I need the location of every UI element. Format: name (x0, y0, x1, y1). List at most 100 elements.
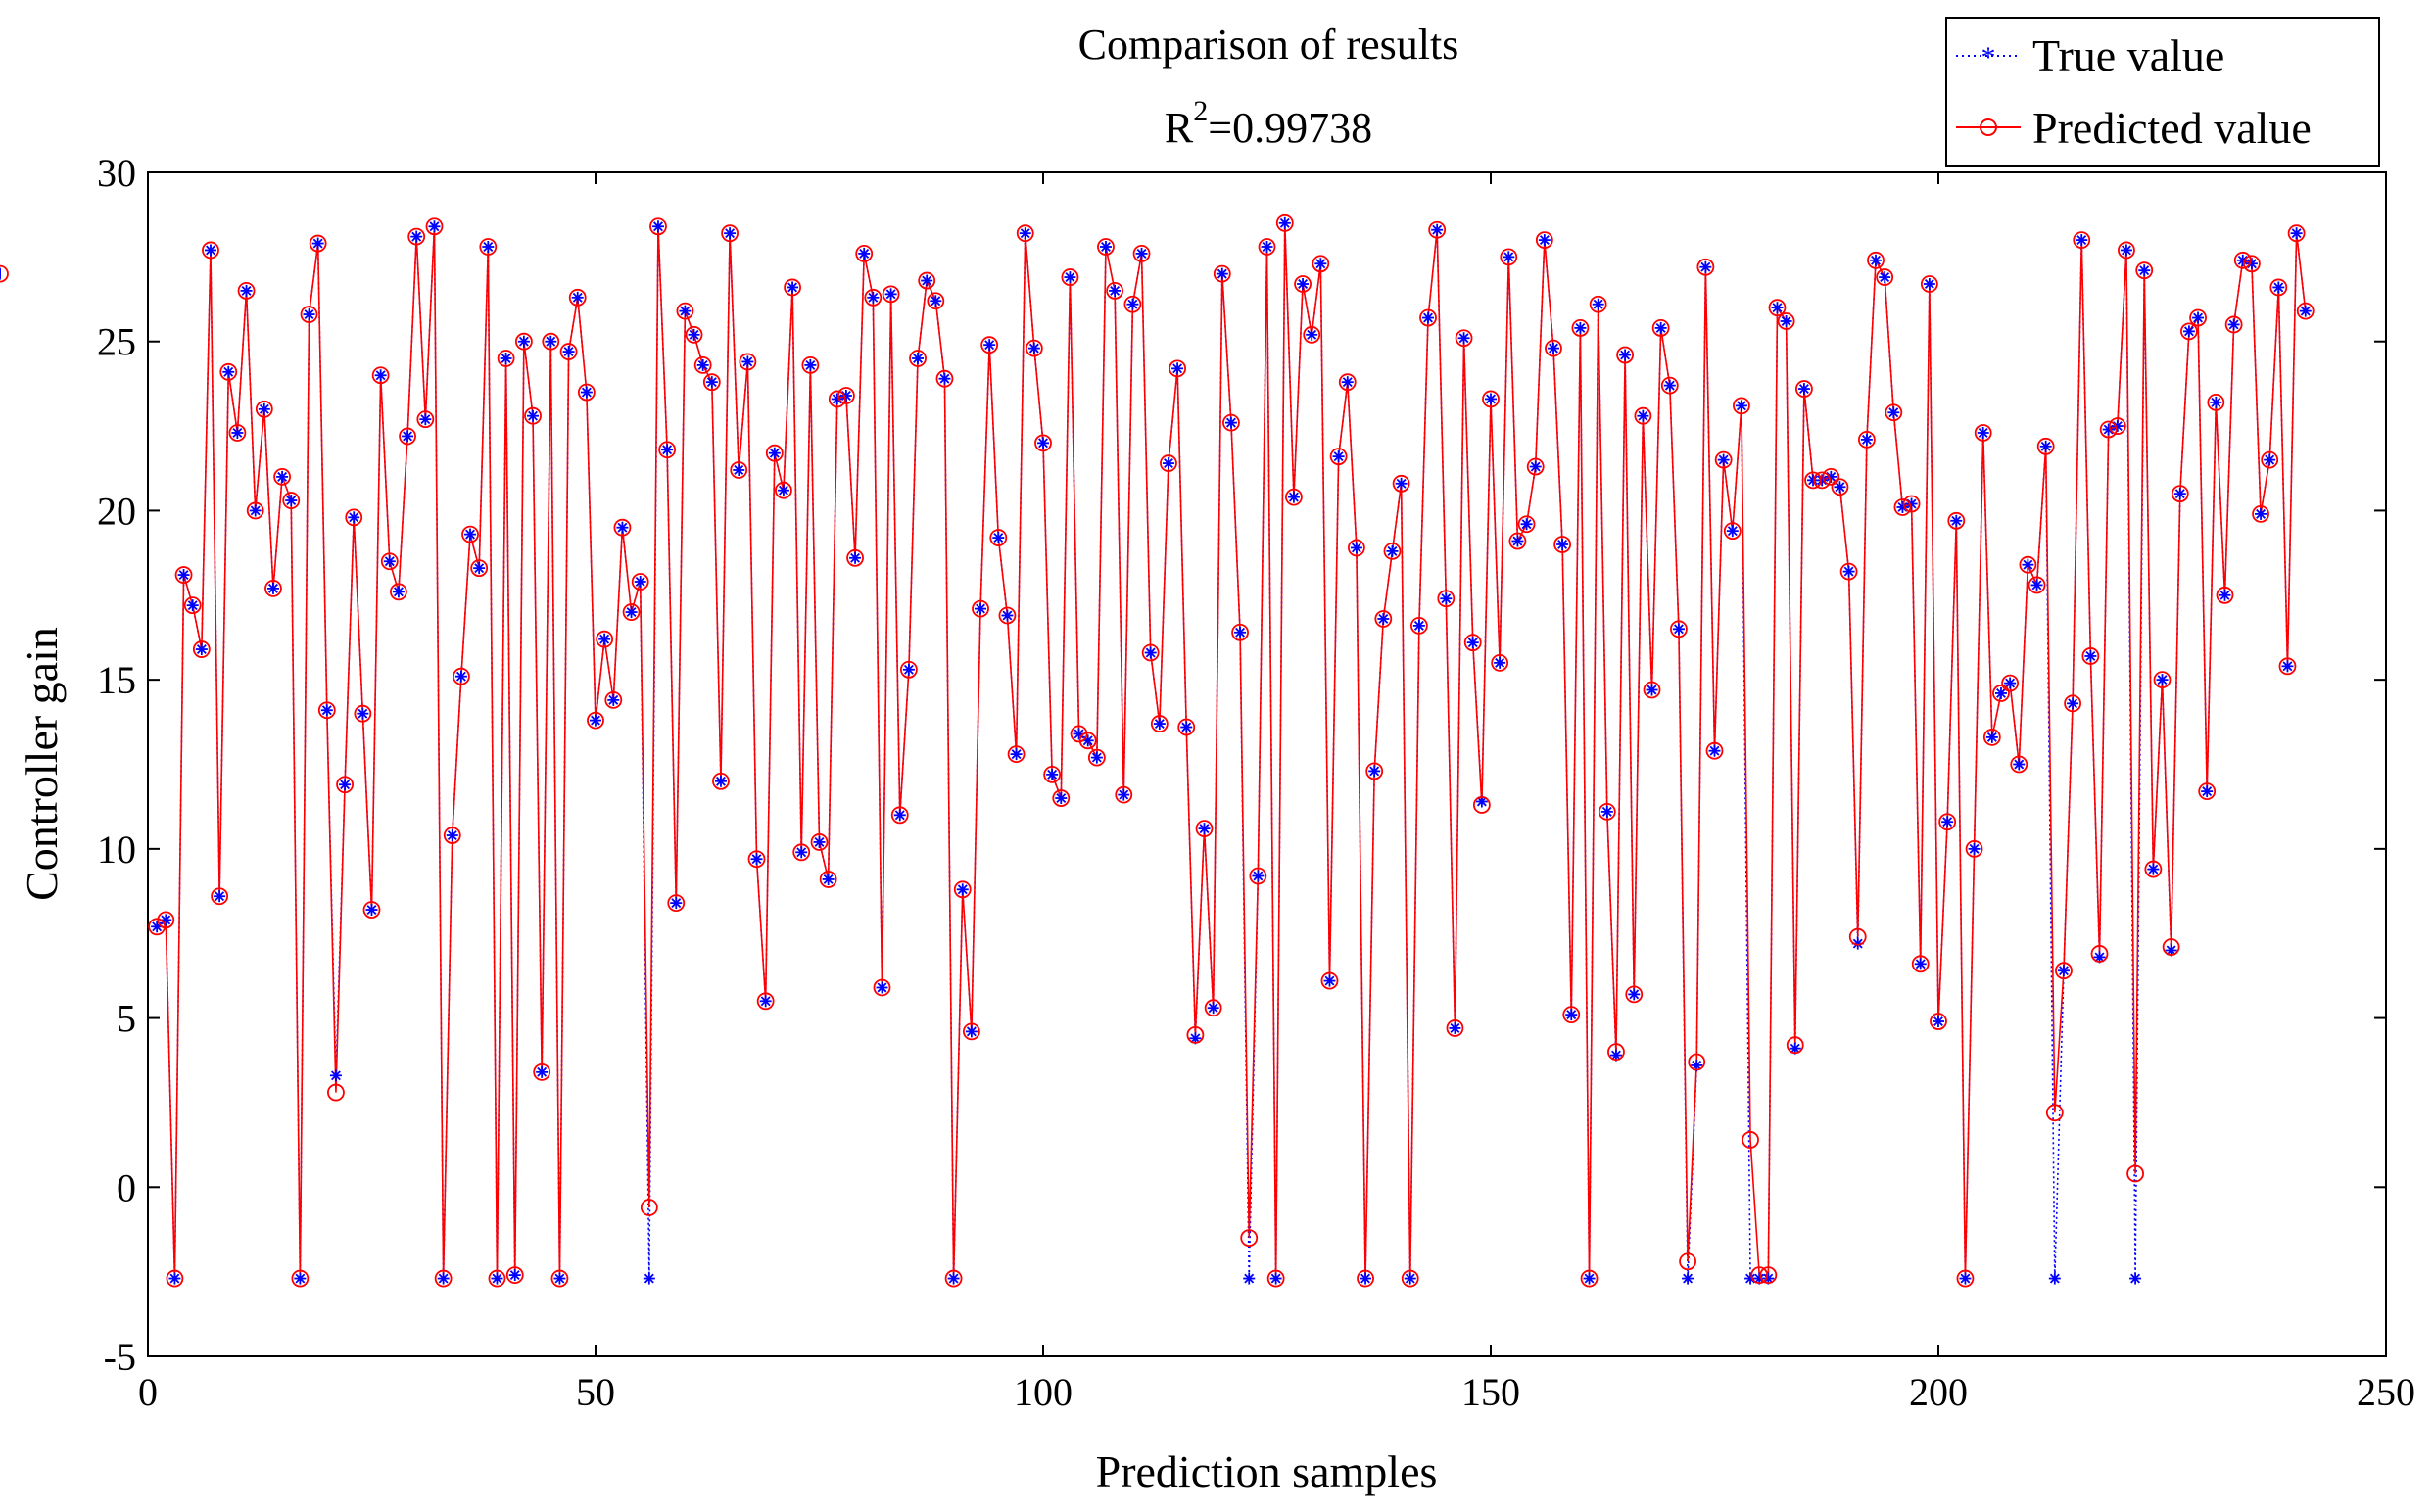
predicted-value-point (1714, 450, 1733, 469)
predicted-value-point (317, 701, 336, 720)
true-value-point (1691, 1059, 1703, 1071)
predicted-value-point (1294, 275, 1312, 293)
true-value-point (1529, 460, 1542, 473)
predicted-value-point (1696, 258, 1715, 276)
predicted-value-point (1848, 927, 1867, 946)
predicted-value-point (2135, 261, 2154, 280)
predicted-value-point (2126, 1164, 2144, 1183)
predicted-value-point (1106, 281, 1124, 300)
true-value-point (249, 504, 262, 517)
predicted-value-point (864, 288, 883, 307)
predicted-value-point (1303, 325, 1321, 344)
true-value-point (1090, 751, 1103, 764)
predicted-value-point (855, 244, 874, 262)
y-tick-label: 0 (117, 1165, 136, 1209)
true-value-point (1825, 470, 1837, 483)
predicted-value-point (1383, 542, 1402, 560)
true-value-point (1001, 609, 1014, 622)
predicted-value-point (380, 552, 399, 571)
predicted-value-point (1338, 373, 1357, 392)
y-tick-label: 30 (97, 151, 136, 195)
true-value-point (1449, 1021, 1461, 1034)
true-value-point (1503, 251, 1515, 263)
predicted-value-point (2287, 224, 2306, 243)
true-value-point (2290, 227, 2303, 240)
true-value-point (222, 365, 235, 378)
true-value-point (491, 1272, 503, 1285)
legend-true-label: True value (2032, 30, 2224, 80)
predicted-value-point (1831, 478, 1849, 496)
true-value-point (1306, 328, 1318, 341)
true-value-point (1404, 1272, 1416, 1285)
true-value-point (500, 352, 512, 364)
predicted-value-point (873, 978, 891, 997)
predicted-value-point (953, 880, 972, 899)
predicted-value-point (1195, 820, 1214, 838)
true-value-point (1538, 234, 1551, 247)
predicted-value-point (354, 704, 372, 723)
predicted-value-point (1258, 238, 1276, 256)
legend-entry-predicted-value: Predicted value (1956, 103, 2312, 153)
true-value-point (214, 890, 226, 903)
true-value-point (1708, 744, 1721, 757)
true-value-point (839, 389, 852, 402)
true-value-point (2210, 396, 2222, 408)
predicted-value-point (1097, 238, 1115, 256)
predicted-value-point (962, 1022, 980, 1041)
predicted-value-point (980, 336, 999, 354)
true-value-point (1780, 314, 1792, 327)
true-value-point (733, 463, 745, 476)
predicted-value-point (1679, 1252, 1696, 1271)
predicted-value-point (1428, 220, 1447, 239)
predicted-value-point (273, 467, 292, 486)
predicted-value-point (2099, 420, 2118, 439)
predicted-value-point (1275, 213, 1294, 232)
true-value-point (1243, 1272, 1256, 1285)
true-value-point (1126, 298, 1139, 310)
true-value-point (1574, 321, 1587, 334)
true-value-point (357, 707, 369, 720)
predicted-value-point (362, 901, 381, 919)
predicted-value-point (1589, 295, 1607, 313)
true-value-point (616, 521, 629, 534)
true-value-point (1395, 477, 1408, 490)
true-value-point (1968, 842, 1981, 855)
predicted-value-point (416, 410, 435, 429)
true-value-point (1592, 298, 1604, 310)
true-value-point (1600, 805, 1613, 818)
true-value-point (921, 274, 933, 287)
predicted-value-point (1222, 413, 1240, 432)
true-value-point (240, 284, 253, 297)
predicted-value-point (1150, 715, 1169, 732)
predicted-value-point (219, 362, 238, 381)
predicted-value-point (211, 887, 229, 906)
x-tick-label: 0 (138, 1370, 158, 1414)
true-value-point (2138, 264, 2151, 277)
true-value-point (2272, 281, 2285, 294)
subtitle-prefix: R (1165, 104, 1194, 152)
true-value-point (1162, 457, 1174, 470)
true-value-point (454, 670, 467, 683)
predicted-value-point (2207, 393, 2225, 411)
true-value-point (661, 444, 674, 456)
predicted-value-point (1419, 308, 1437, 327)
predicted-value-point (524, 406, 542, 425)
predicted-value-point (166, 1269, 184, 1288)
true-value-point (1207, 1002, 1219, 1015)
predicted-value-point (712, 772, 730, 790)
true-value-point (1583, 1272, 1596, 1285)
true-value-point (195, 643, 208, 656)
true-value-point (1180, 721, 1193, 733)
y-tick-label: 15 (97, 658, 136, 702)
predicted-value-point (1132, 244, 1151, 262)
predicted-value-point (1768, 299, 1787, 317)
true-value-point (1547, 342, 1559, 354)
y-tick-label: 5 (117, 997, 136, 1041)
predicted-value-point (1007, 745, 1026, 764)
predicted-value-point (1016, 224, 1034, 243)
predicted-value-point (1857, 430, 1876, 449)
true-value-point (553, 1272, 566, 1285)
predicted-value-point (1240, 1229, 1259, 1247)
predicted-value-point (1508, 532, 1527, 550)
